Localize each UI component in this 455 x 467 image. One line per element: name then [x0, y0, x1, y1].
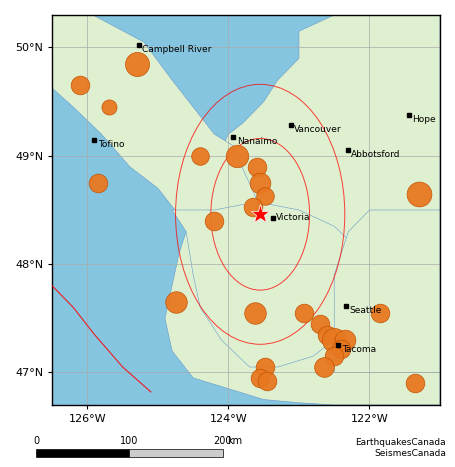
Point: [253, 163, 260, 170]
Point: [324, 331, 331, 338]
Text: 0: 0: [33, 437, 40, 446]
Point: [412, 380, 419, 387]
Polygon shape: [165, 15, 440, 405]
Text: Campbell River: Campbell River: [142, 45, 212, 54]
Point: [252, 309, 259, 317]
Point: [257, 374, 264, 382]
Text: Nanaimo: Nanaimo: [237, 137, 277, 146]
Text: EarthquakesCanada
SeismesCanada: EarthquakesCanada SeismesCanada: [355, 438, 446, 458]
Point: [257, 179, 264, 187]
Polygon shape: [0, 0, 271, 264]
Point: [300, 309, 308, 317]
Text: Seattle: Seattle: [350, 306, 382, 315]
Point: [133, 60, 141, 67]
FancyBboxPatch shape: [130, 449, 222, 457]
Point: [331, 353, 338, 360]
Point: [317, 320, 324, 327]
Text: 100: 100: [120, 437, 139, 446]
Text: km: km: [227, 437, 243, 446]
Point: [338, 345, 345, 353]
Text: 200: 200: [213, 437, 232, 446]
Text: Abbotsford: Abbotsford: [351, 150, 401, 159]
Point: [262, 192, 269, 199]
Point: [341, 336, 349, 344]
Point: [376, 309, 384, 317]
Point: [105, 103, 112, 111]
Text: Hope: Hope: [413, 115, 436, 124]
Text: Vancouver: Vancouver: [294, 126, 342, 134]
Text: Tofino: Tofino: [98, 140, 125, 149]
Point: [197, 152, 204, 160]
Text: Tacoma: Tacoma: [342, 346, 376, 354]
Point: [415, 190, 423, 198]
Point: [331, 336, 338, 344]
FancyBboxPatch shape: [36, 449, 130, 457]
Point: [211, 217, 218, 225]
Point: [94, 179, 101, 187]
Point: [172, 298, 179, 306]
Point: [262, 363, 269, 371]
Polygon shape: [334, 210, 440, 373]
Point: [233, 152, 241, 160]
Point: [249, 203, 257, 211]
Point: [263, 377, 271, 385]
Point: [320, 363, 327, 371]
Text: Victoria: Victoria: [276, 213, 311, 222]
Polygon shape: [172, 205, 363, 367]
Point: [77, 82, 84, 89]
